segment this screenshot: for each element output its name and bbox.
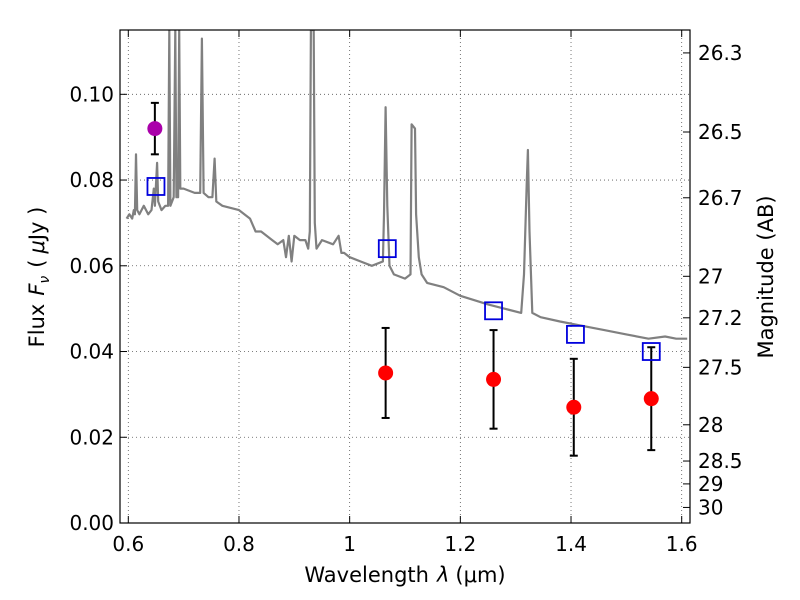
y-tick-label: 0.00 <box>69 511 114 535</box>
x-tick-label: 1.6 <box>666 532 698 556</box>
x-axis-label-unit: (μm) <box>455 563 505 587</box>
detection-point <box>147 121 163 137</box>
model-photometry-square <box>484 301 503 321</box>
y-axis-label-unit-rest: Jy ) <box>25 207 49 243</box>
right-tick-label: 27.5 <box>698 355 743 379</box>
right-tick-label: 29 <box>698 472 723 496</box>
grid <box>120 30 690 523</box>
observed-point <box>566 399 582 415</box>
y-axis-label-text: Flux <box>25 304 49 348</box>
observed-point <box>378 365 394 381</box>
observed-point <box>643 391 659 407</box>
right-tick-label: 26.5 <box>698 120 743 144</box>
x-tick-label: 0.6 <box>112 532 144 556</box>
right-tick-label: 27.2 <box>698 306 743 330</box>
y-axis-label-subscript: ν <box>37 276 53 284</box>
right-tick-label: 26.7 <box>698 186 743 210</box>
y-axis-label-unit-mu: μ <box>25 240 49 254</box>
y-tick-label: 0.04 <box>69 340 114 364</box>
model-photometry-square <box>146 177 166 196</box>
y-axis-label: Flux Fν ( μJy ) <box>25 207 53 348</box>
y-axis-label-symbol: F <box>25 283 49 296</box>
y-tick-label: 0.02 <box>69 425 114 449</box>
right-tick-label: 30 <box>698 495 723 519</box>
model-spectrum-line <box>125 30 688 340</box>
x-tick-label: 1 <box>343 532 356 556</box>
right-tick-label: 27 <box>698 264 723 288</box>
y-tick-label: 0.10 <box>69 82 114 106</box>
x-tick-label: 1.4 <box>555 532 587 556</box>
x-tick-label: 1.2 <box>444 532 476 556</box>
plot-area <box>125 30 688 457</box>
observed-point <box>486 371 502 387</box>
right-axis-label: Magnitude (AB) <box>754 195 778 358</box>
model-photometry-square <box>566 324 585 344</box>
right-tick-label: 26.3 <box>698 41 743 65</box>
model-photometry-square <box>641 342 661 361</box>
x-axis-label-text: Wavelength <box>304 563 429 587</box>
y-tick-label: 0.08 <box>69 168 114 192</box>
y-axis-label-unit-open: ( <box>25 260 49 268</box>
model-photometry-square <box>377 239 397 259</box>
y-tick-label: 0.06 <box>69 254 114 278</box>
x-axis-label: Wavelength λ (μm) <box>304 563 505 587</box>
right-tick-label: 28 <box>698 413 723 437</box>
axis-ticks: 0.6 0.8 1 1.2 1.4 1.6 0.00 0.02 0.04 0.06 0.08 0.10… <box>69 30 743 556</box>
right-tick-label: 28.5 <box>698 449 743 473</box>
x-tick-label: 0.8 <box>223 532 255 556</box>
x-axis-label-symbol: λ <box>436 563 449 587</box>
